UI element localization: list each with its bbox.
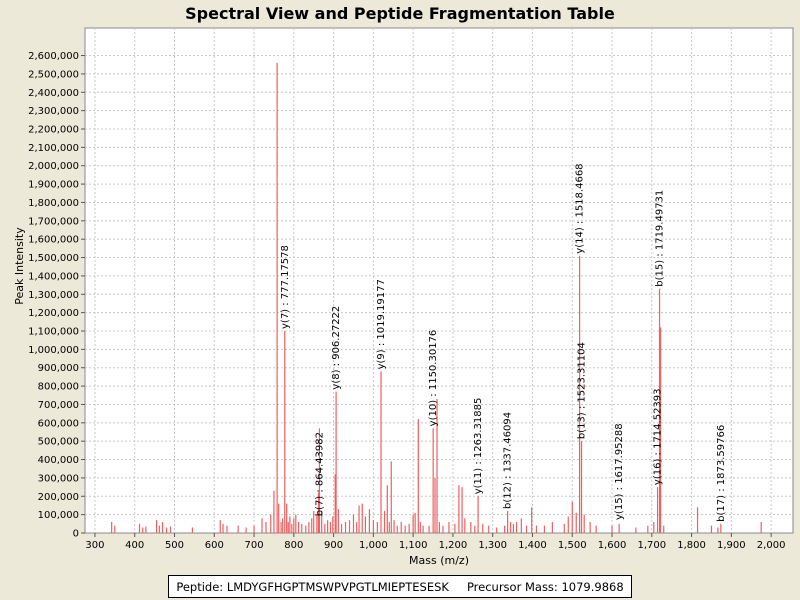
y-tick-label: 2,000,000 bbox=[28, 161, 79, 172]
x-tick-label: 1,600 bbox=[598, 540, 627, 551]
y-tick-label: 1,400,000 bbox=[28, 271, 79, 282]
x-tick-label: 500 bbox=[165, 540, 184, 551]
peaks bbox=[111, 62, 762, 533]
x-tick-label: 1,300 bbox=[478, 540, 507, 551]
x-tick-label: 400 bbox=[125, 540, 144, 551]
y-tick-label: 800,000 bbox=[38, 382, 79, 393]
y-tick-label: 1,500,000 bbox=[28, 253, 79, 264]
x-tick-label: 1,000 bbox=[359, 540, 388, 551]
y-tick-label: 1,900,000 bbox=[28, 180, 79, 191]
x-tick-label: 700 bbox=[244, 540, 263, 551]
y-tick-label: 2,300,000 bbox=[28, 106, 79, 117]
peptide-info-box: Peptide: LMDYGFHGPTMSWPVPGTLMIEPTESESK P… bbox=[168, 575, 632, 598]
peak-annotation: y(7) : 777.17578 bbox=[280, 245, 291, 329]
y-tick-label: 1,600,000 bbox=[28, 235, 79, 246]
x-tick-label: 900 bbox=[324, 540, 343, 551]
precursor-mass-label: Precursor Mass: 1079.9868 bbox=[466, 579, 624, 594]
y-tick-label: 500,000 bbox=[38, 437, 79, 448]
y-tick-label: 100,000 bbox=[38, 510, 79, 521]
grid-lines bbox=[85, 28, 793, 533]
y-axis-label: Peak Intensity bbox=[13, 227, 26, 305]
y-tick-label: 1,800,000 bbox=[28, 198, 79, 209]
y-tick-label: 2,200,000 bbox=[28, 125, 79, 136]
y-tick-label: 1,200,000 bbox=[28, 308, 79, 319]
peak-annotation: b(13) : 1523.31104 bbox=[577, 342, 588, 439]
y-tick-label: 700,000 bbox=[38, 400, 79, 411]
x-tick-label: 300 bbox=[85, 540, 104, 551]
peak-annotation: y(16) : 1714.52393 bbox=[653, 388, 664, 485]
y-tick-label: 200,000 bbox=[38, 492, 79, 503]
x-tick-label: 1,800 bbox=[677, 540, 706, 551]
plot-area bbox=[84, 27, 794, 534]
peak-annotation: y(15) : 1617.95288 bbox=[614, 423, 625, 520]
peptide-label: Peptide: LMDYGFHGPTMSWPVPGTLMIEPTESESK bbox=[176, 579, 449, 594]
peak-annotation: y(10) : 1150.30176 bbox=[428, 330, 439, 427]
chart-title: Spectral View and Peptide Fragmentation … bbox=[185, 4, 615, 23]
y-tick-label: 2,100,000 bbox=[28, 143, 79, 154]
y-tick-label: 300,000 bbox=[38, 473, 79, 484]
y-tick-label: 600,000 bbox=[38, 418, 79, 429]
x-axis-label: Mass (m/z) bbox=[409, 554, 469, 567]
y-tick-label: 0 bbox=[73, 529, 79, 540]
x-tick-label: 1,900 bbox=[717, 540, 746, 551]
peak-annotation: b(12) : 1337.46094 bbox=[503, 412, 514, 509]
y-tick-label: 900,000 bbox=[38, 363, 79, 374]
peak-annotation: y(9) : 1019.19177 bbox=[376, 279, 387, 369]
x-tick-label: 1,200 bbox=[439, 540, 468, 551]
peak-annotation: b(15) : 1719.49731 bbox=[655, 190, 666, 287]
peak-annotation: b(17) : 1873.59766 bbox=[716, 425, 727, 522]
y-tick-label: 1,000,000 bbox=[28, 345, 79, 356]
x-tick-label: 1,500 bbox=[558, 540, 587, 551]
peak-annotation: y(8) : 906.27222 bbox=[331, 306, 342, 390]
y-tick-label: 2,400,000 bbox=[28, 88, 79, 99]
x-tick-label: 1,700 bbox=[637, 540, 666, 551]
peak-annotation: y(14) : 1518.4668 bbox=[575, 163, 586, 253]
peak-annotation: y(11) : 1263.31885 bbox=[473, 398, 484, 495]
y-tick-label: 400,000 bbox=[38, 455, 79, 466]
x-tick-label: 600 bbox=[205, 540, 224, 551]
y-tick-label: 2,600,000 bbox=[28, 51, 79, 62]
peak-annotations: y(7) : 777.17578 b(7) : 864.43982 y(8) : 9… bbox=[280, 163, 727, 521]
x-tick-label: 1,400 bbox=[518, 540, 547, 551]
y-tick-label: 2,500,000 bbox=[28, 69, 79, 80]
y-tick-label: 1,300,000 bbox=[28, 290, 79, 301]
peak-annotation: b(7) : 864.43982 bbox=[314, 432, 325, 516]
x-axis-ticks: 300 400 500 600 700 800 900 1,000 1,100 1,200 1,30… bbox=[85, 533, 785, 551]
y-tick-label: 1,700,000 bbox=[28, 216, 79, 227]
x-tick-label: 1,100 bbox=[399, 540, 428, 551]
y-tick-label: 1,100,000 bbox=[28, 327, 79, 338]
x-tick-label: 800 bbox=[284, 540, 303, 551]
y-axis-ticks: 0 100,000 200,000 300,000 400,000 500,000 600,… bbox=[28, 51, 85, 540]
x-tick-label: 2,000 bbox=[757, 540, 786, 551]
